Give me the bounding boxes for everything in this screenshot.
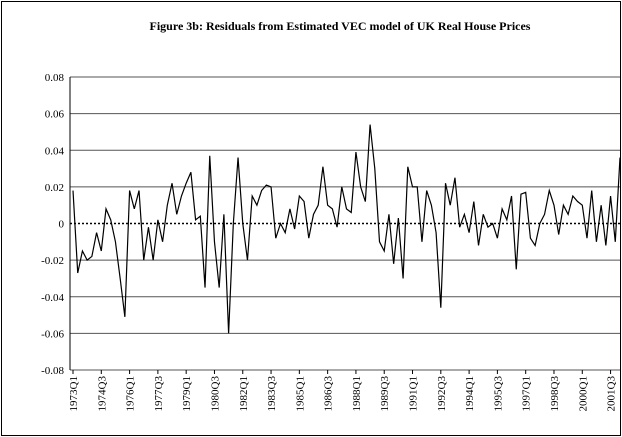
x-tick-label: 1998Q3 (549, 376, 561, 412)
chart-title: Figure 3b: Residuals from Estimated VEC … (150, 19, 531, 33)
x-tick-label: 1985Q1 (294, 376, 306, 411)
x-tick-label: 1997Q1 (521, 376, 533, 411)
x-tick-label: 1980Q3 (209, 376, 221, 412)
y-tick-label: -0.08 (41, 365, 64, 377)
y-tick-label: 0.04 (45, 145, 65, 157)
x-tick-label: 1973Q1 (68, 376, 80, 411)
y-tick-label: -0.06 (41, 328, 64, 340)
x-tick-label: 1983Q3 (266, 376, 278, 412)
x-tick-label: 1974Q3 (96, 376, 108, 412)
x-tick-label: 1991Q1 (408, 376, 420, 411)
x-tick-label: 1992Q3 (436, 376, 448, 412)
y-tick-label: 0 (59, 219, 65, 231)
x-tick-label: 1976Q1 (125, 376, 137, 411)
x-tick-label: 2000Q1 (577, 376, 589, 411)
y-tick-label: -0.04 (41, 292, 64, 304)
x-tick-label: 2001Q3 (606, 376, 618, 412)
x-tick-label: 1979Q1 (181, 376, 193, 411)
y-tick-label: 0.02 (45, 182, 64, 194)
x-tick-label: 1988Q1 (351, 376, 363, 411)
residual-line (72, 124, 621, 334)
y-tick-label: 0.08 (45, 72, 65, 84)
x-tick-label: 1982Q1 (238, 376, 250, 411)
x-tick-label: 1995Q3 (492, 376, 504, 412)
x-tick-label: 1977Q3 (153, 376, 165, 412)
x-tick-label: 1986Q3 (323, 376, 335, 412)
x-tick-label: 1994Q1 (464, 376, 476, 411)
x-tick-label: 1989Q3 (379, 376, 391, 412)
y-tick-label: -0.02 (41, 255, 64, 267)
y-tick-label: 0.06 (45, 109, 65, 121)
